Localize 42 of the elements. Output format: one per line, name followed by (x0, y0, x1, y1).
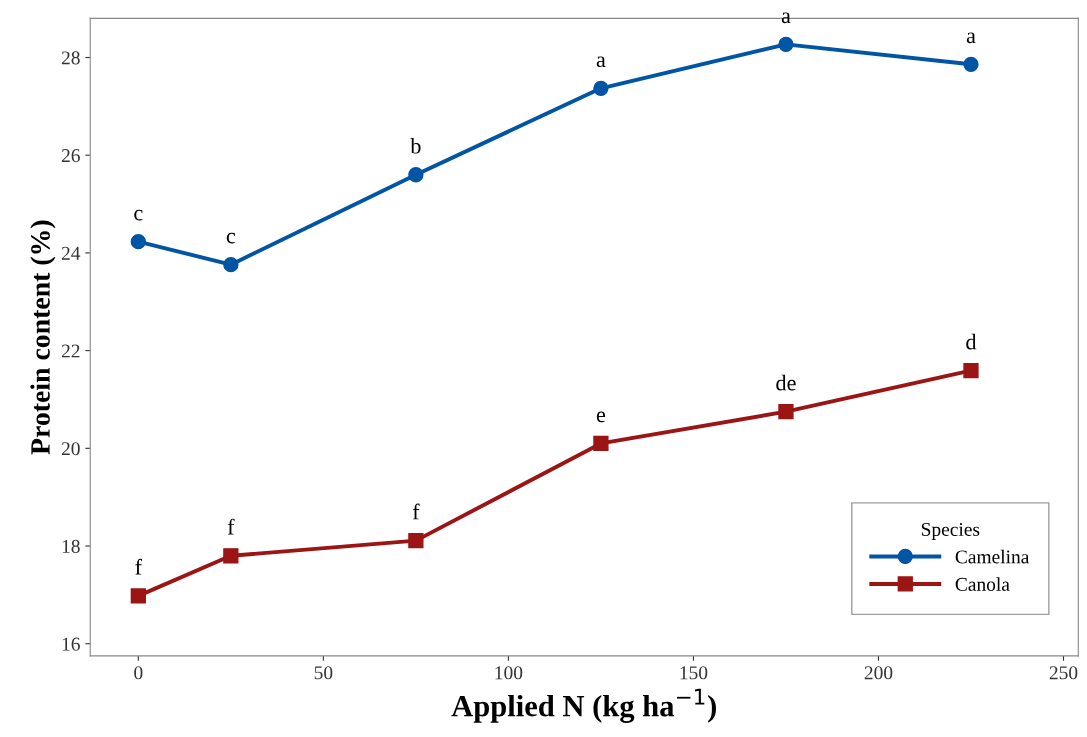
annotation: d (966, 333, 977, 350)
y-tick-label: 18 (62, 539, 80, 553)
annotation: f (412, 503, 420, 520)
legend-label: Camelina (955, 549, 1030, 564)
y-axis-title: Protein content (%) (30, 220, 56, 455)
legend-title: Species (921, 522, 980, 540)
point (130, 588, 146, 604)
y-tick-label: 24 (61, 246, 81, 260)
annotation: c (226, 232, 236, 244)
annotation: a (781, 12, 791, 24)
x-tick-label: 50 (314, 666, 333, 680)
annotation: a (966, 32, 976, 44)
annotation: c (134, 209, 143, 221)
point (408, 167, 424, 183)
point (593, 435, 609, 452)
point (593, 80, 609, 96)
x-tick-label: 250 (1049, 666, 1078, 680)
point (223, 548, 239, 564)
y-tick-label: 20 (61, 442, 80, 456)
y-tick-label: 16 (62, 637, 80, 651)
x-axis-title: Applied N (kg ha$^{−1}$) (451, 688, 716, 723)
point (223, 256, 239, 273)
point (778, 36, 794, 52)
annotation: f (135, 558, 143, 575)
annotation: e (596, 411, 606, 423)
annotation: de (776, 374, 796, 391)
point (963, 363, 979, 379)
x-tick-label: 0 (134, 666, 143, 680)
x-tick-label: 200 (864, 666, 893, 680)
point (963, 56, 979, 72)
x-tick-label: 100 (495, 666, 523, 680)
y-tick-label: 22 (61, 344, 80, 358)
annotation: a (596, 56, 606, 68)
y-tick-label: 26 (61, 149, 80, 163)
annotation: b (410, 137, 421, 154)
point (778, 404, 794, 420)
y-tick-label: 28 (61, 51, 80, 65)
point (130, 234, 146, 250)
legend-label: Canola (955, 577, 1010, 591)
annotation: f (227, 518, 235, 535)
x-tick-label: 150 (680, 666, 708, 680)
point (408, 533, 424, 549)
